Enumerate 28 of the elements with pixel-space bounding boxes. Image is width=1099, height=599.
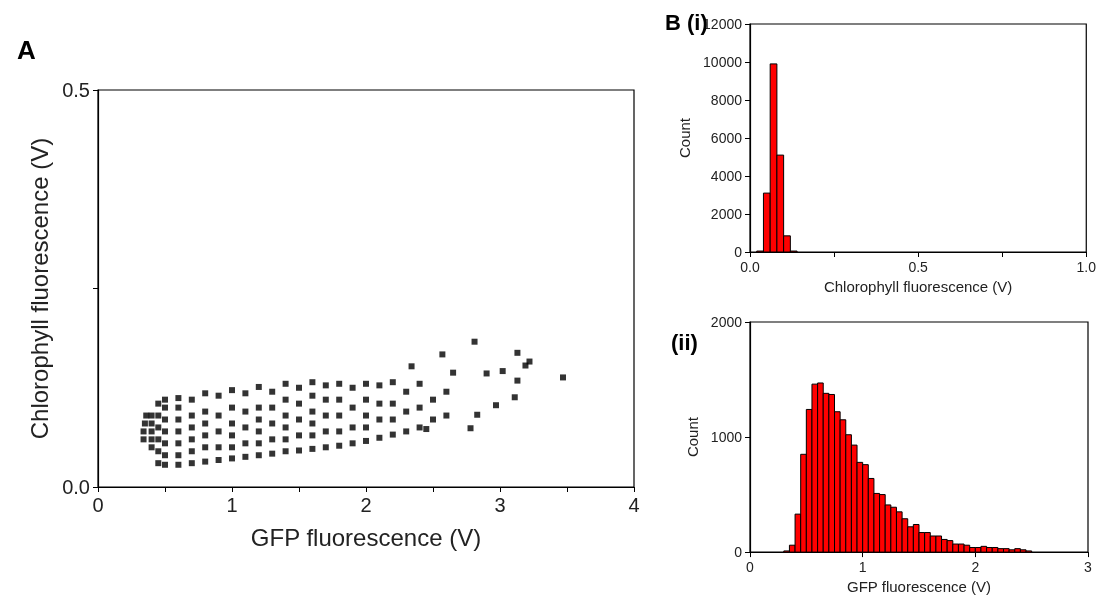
- x-axis-title: GFP fluorescence (V): [847, 578, 991, 595]
- y-tick-label: 2000: [710, 206, 743, 222]
- x-tick-label: 4: [628, 494, 640, 516]
- x-tick-label: 1: [858, 559, 867, 576]
- x-tick-label: 0: [92, 494, 104, 516]
- x-tick-label: 3: [494, 494, 506, 516]
- y-tick-label: 6000: [710, 130, 743, 146]
- x-tick-label: 2: [360, 494, 372, 516]
- y-axis-title: Count: [683, 416, 701, 458]
- x-axis-title: GFP fluorescence (V): [250, 523, 482, 551]
- x-tick-label: 2: [971, 559, 980, 576]
- x-tick-label: 0.5: [908, 259, 929, 275]
- x-tick-label: 1.0: [1076, 259, 1097, 275]
- y-tick-label: 2000: [710, 314, 743, 330]
- y-axis-title: Chlorophyll fluorescence (V): [25, 137, 53, 440]
- x-tick-label: 0: [746, 559, 755, 576]
- chart-title: A: [17, 35, 36, 65]
- y-axis-title: Count: [676, 117, 693, 159]
- y-tick-label: 10000: [703, 54, 743, 70]
- y-tick-label: 8000: [710, 92, 743, 108]
- x-axis-title: Chlorophyll fluorescence (V): [823, 277, 1013, 295]
- y-tick-label: 1000: [710, 429, 743, 446]
- y-tick-label: 0: [734, 244, 743, 260]
- chart-title: (ii): [671, 329, 698, 355]
- x-tick-label: 1: [226, 494, 238, 516]
- y-tick-label: 4000: [710, 168, 743, 184]
- x-tick-label: 3: [1084, 559, 1093, 576]
- y-tick-label: 0: [734, 544, 743, 561]
